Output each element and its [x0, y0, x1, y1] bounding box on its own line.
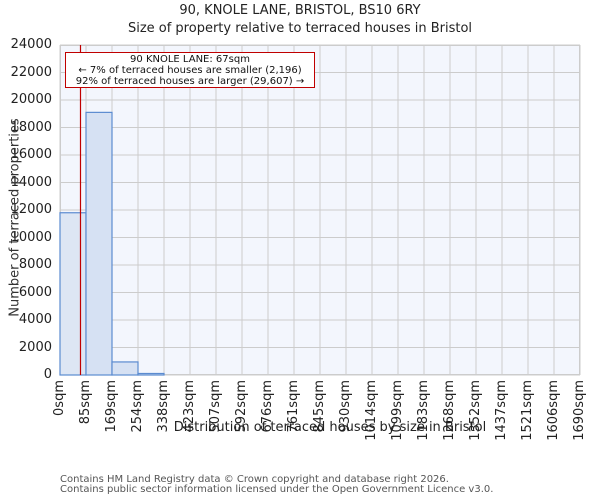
y-tick-label: 24000	[10, 37, 52, 52]
property-annotation: 90 KNOLE LANE: 67sqm ← 7% of terraced ho…	[65, 52, 315, 88]
y-tick-label: 8000	[18, 257, 52, 272]
y-tick-label: 10000	[10, 229, 52, 245]
histogram-bar	[85, 111, 113, 376]
histogram-bar	[111, 361, 139, 376]
x-axis-label: Distribution of terraced houses by size …	[173, 420, 487, 435]
footer-copyright: Contains HM Land Registry data © Crown c…	[60, 474, 449, 485]
x-tick-label: 0sqm	[52, 380, 67, 416]
footer-licence: Contains public sector information licen…	[60, 484, 494, 495]
y-tick-label: 22000	[10, 64, 52, 80]
x-tick-label: 85sqm	[78, 380, 93, 425]
chart-subtitle: Size of property relative to terraced ho…	[127, 21, 473, 36]
histogram-bar	[137, 372, 165, 376]
y-tick-label: 2000	[18, 339, 52, 355]
y-axis-label: Number of terraced properties	[7, 118, 23, 317]
chart-title: 90, KNOLE LANE, BRISTOL, BS10 6RY	[179, 3, 421, 18]
annotation-line-1: 90 KNOLE LANE: 67sqm	[130, 54, 250, 65]
y-tick-label: 20000	[10, 92, 52, 107]
y-tick-label: 14000	[10, 174, 52, 190]
annotation-line-2: ← 7% of terraced houses are smaller (2,1…	[78, 65, 302, 76]
y-tick-label: 16000	[10, 147, 52, 162]
y-tick-label: 18000	[10, 119, 52, 135]
y-tick-label: 12000	[10, 202, 52, 217]
histogram-bar	[59, 212, 87, 376]
y-tick-label: 0	[43, 367, 52, 382]
y-tick-label: 6000	[18, 284, 52, 300]
annotation-line-3: 92% of terraced houses are larger (29,60…	[75, 76, 305, 87]
y-tick-label: 4000	[18, 312, 52, 327]
